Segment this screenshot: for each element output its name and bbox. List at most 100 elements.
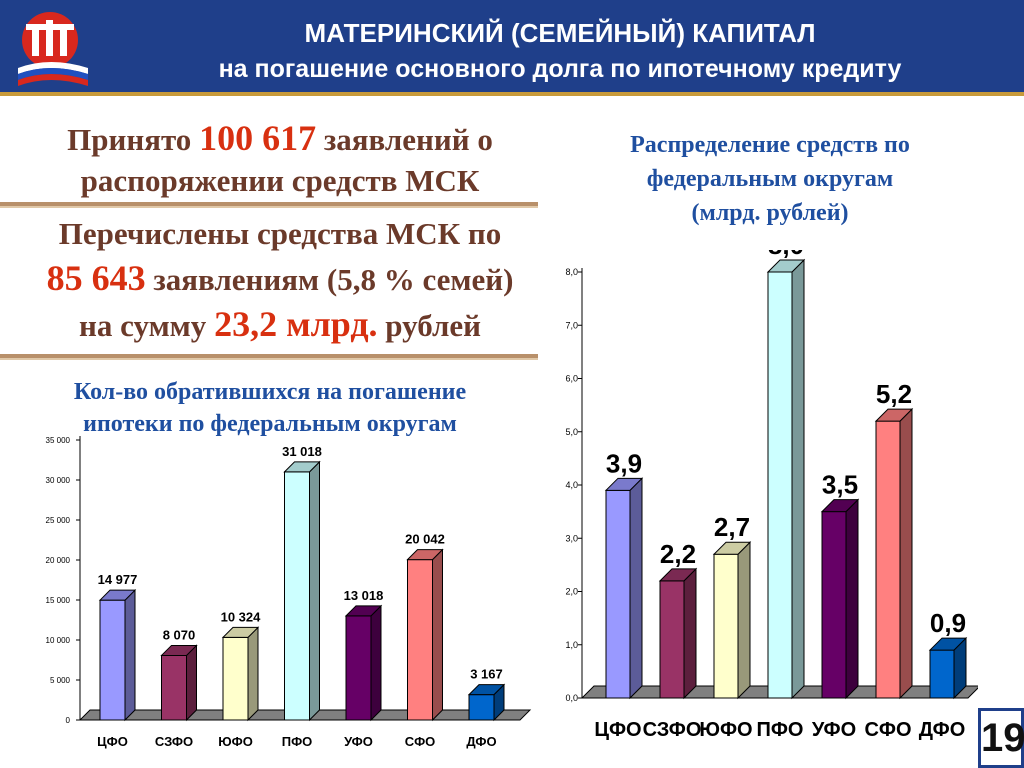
right-heading-line2: федеральным округам [646, 166, 894, 192]
y-tick-label: 0,0 [565, 693, 578, 703]
funds-bar-chart: 0,0 1,0 2,0 3,0 4,0 5,0 6,0 7,0 8,0 3,9 ЦФО 2,2 СЗФО… [565, 250, 978, 741]
bar [766, 258, 806, 700]
header-divider [0, 92, 1024, 96]
bar-data-label: 3,9 [606, 448, 642, 478]
bar-top [604, 477, 644, 491]
bar-front [99, 599, 126, 721]
bar-data-label: 8,0 [768, 250, 804, 260]
bar [221, 626, 260, 722]
bar-front [161, 654, 187, 721]
bar-front [222, 636, 249, 721]
transferred-line1: Перечислены средства МСК по [58, 216, 502, 251]
bar [604, 477, 644, 700]
y-tick-label: 5 000 [50, 676, 71, 685]
category-label: СЗФО [643, 719, 702, 741]
bar [658, 567, 698, 700]
bar-data-label: 14 977 [98, 572, 138, 587]
bar [160, 644, 198, 722]
header-bar: МАТЕРИНСКИЙ (СЕМЕЙНЫЙ) КАПИТАЛ на погаше… [0, 0, 1024, 92]
sum-value: 23,2 млрд. [214, 304, 378, 344]
sum-suffix: рублей [377, 308, 481, 343]
y-tick-label: 10 000 [46, 636, 71, 645]
bar-front [407, 559, 433, 721]
bar-front [821, 511, 847, 699]
header-title: МАТЕРИНСКИЙ (СЕМЕЙНЫЙ) КАПИТАЛ [304, 18, 816, 48]
bar-front [767, 271, 793, 699]
bar-data-label: 13 018 [344, 588, 384, 603]
bar-data-label: 10 324 [221, 609, 262, 624]
bar-data-label: 0,9 [930, 608, 966, 638]
bar-data-label: 31 018 [282, 444, 322, 459]
bar-side [845, 498, 859, 700]
right-heading-line3: (млрд. рублей) [691, 200, 849, 226]
bar-side [124, 588, 136, 722]
category-label: ПФО [756, 719, 803, 741]
left-heading-line1: Кол-во обратившихся на погашение [73, 379, 467, 405]
bar-top [406, 549, 444, 561]
category-label: ЮФО [699, 719, 752, 741]
bar-data-label: 5,2 [876, 379, 912, 409]
bar-front [929, 649, 955, 699]
bar-front [713, 553, 739, 699]
category-label: ДФО [919, 719, 966, 741]
bar [712, 541, 752, 700]
bar-top [820, 499, 860, 513]
category-label: СФО [864, 719, 911, 741]
y-tick-label: 2,0 [565, 587, 578, 597]
category-label: ПФО [282, 734, 313, 749]
bar-top [344, 605, 383, 617]
bar-side [683, 567, 697, 700]
bar-side [629, 477, 643, 700]
sum-prefix: на сумму [79, 308, 215, 343]
bar-front [875, 420, 901, 699]
accepted-suffix: заявлений о [316, 122, 493, 157]
category-label: УФО [812, 719, 856, 741]
category-label: ДФО [466, 734, 496, 749]
accepted-number: 100 617 [199, 118, 317, 158]
transferred-funds-text: Перечислены средства МСК по 85 643 заявл… [10, 212, 550, 348]
bar-side [247, 626, 259, 722]
y-tick-label: 3,0 [565, 533, 578, 543]
bar-front [468, 694, 495, 721]
transferred-number: 85 643 [46, 258, 146, 298]
bar-front [345, 615, 372, 721]
bar-top [98, 589, 137, 601]
bar-data-label: 2,7 [714, 512, 750, 542]
accepted-prefix: Принято [67, 122, 200, 157]
bar-data-label: 3,5 [822, 470, 858, 500]
bar-side [791, 258, 805, 700]
bar-side [309, 460, 320, 722]
bar [406, 548, 444, 722]
bar-top [283, 461, 321, 473]
bar [928, 636, 968, 700]
y-tick-label: 4,0 [565, 480, 578, 490]
bar [344, 604, 383, 722]
y-tick-label: 25 000 [46, 516, 71, 525]
bar-top [874, 408, 914, 422]
bar-top [160, 644, 198, 656]
bar-top [221, 626, 260, 638]
y-tick-label: 8,0 [565, 267, 578, 277]
accepted-line2: распоряжении средств МСК [80, 163, 480, 198]
bar-front [284, 471, 310, 721]
y-tick-label: 5,0 [565, 427, 578, 437]
category-label: ЦФО [97, 734, 128, 749]
y-tick-label: 1,0 [565, 640, 578, 650]
y-tick-label: 15 000 [46, 596, 71, 605]
category-label: УФО [344, 734, 373, 749]
bar [874, 407, 914, 700]
y-tick-label: 20 000 [46, 556, 71, 565]
bar-front [605, 489, 631, 699]
bar-side [186, 644, 197, 722]
bar [467, 683, 506, 722]
bar-side [899, 407, 913, 700]
bar [283, 460, 321, 722]
y-tick-label: 6,0 [565, 374, 578, 384]
bar-side [737, 541, 751, 700]
transferred-suffix: заявлениям (5,8 % семей) [145, 262, 514, 297]
bar-top [928, 637, 968, 651]
page-number: 19 [978, 708, 1024, 768]
bar-side [370, 604, 382, 722]
bar [98, 588, 137, 722]
bar [820, 498, 860, 700]
